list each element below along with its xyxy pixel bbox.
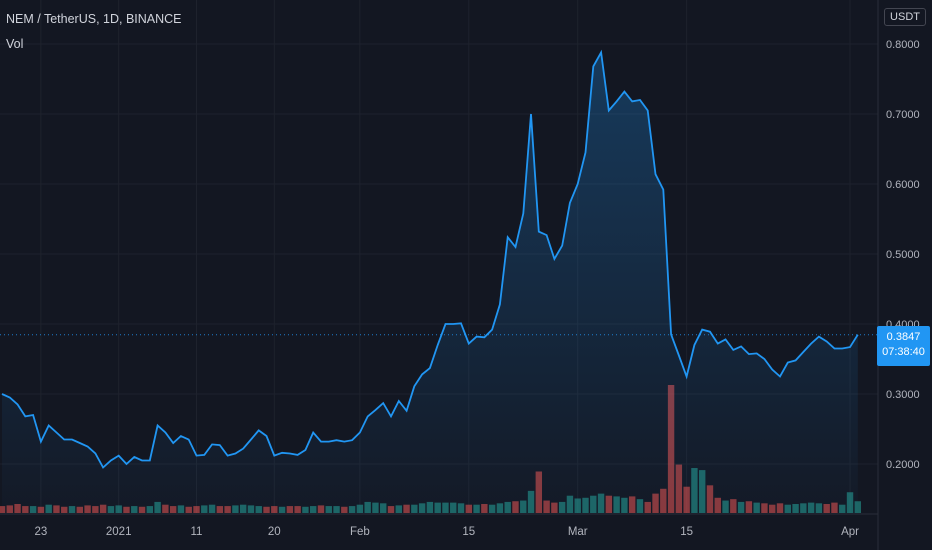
bar-countdown: 07:38:40	[882, 346, 925, 358]
symbol-title[interactable]: NEM / TetherUS, 1D, BINANCE	[6, 12, 182, 26]
price-area-fill	[2, 52, 858, 514]
price-tick-label: 0.2000	[886, 459, 920, 471]
price-tick-label: 0.8000	[886, 39, 920, 51]
currency-button[interactable]: USDT	[884, 8, 926, 26]
time-tick-label: Apr	[841, 526, 859, 538]
time-tick-label: 15	[680, 526, 693, 538]
price-tick-label: 0.6000	[886, 179, 920, 191]
price-tick-label: 0.3000	[886, 389, 920, 401]
time-tick-label: 11	[191, 526, 203, 538]
time-axis[interactable]: 23 2021 11 20 Feb 15 Mar 15 Apr	[0, 513, 878, 538]
time-tick-label: Feb	[350, 526, 370, 538]
price-axis[interactable]: 0.80000.70000.60000.50000.40000.30000.20…	[877, 0, 920, 550]
grid-lines	[0, 0, 878, 513]
time-tick-label: 15	[462, 526, 475, 538]
last-price-tag: 0.3847 07:38:40	[877, 326, 930, 366]
price-tick-label: 0.5000	[886, 249, 920, 261]
price-line	[1, 49, 859, 469]
last-price-value: 0.3847	[886, 331, 921, 343]
time-tick-label: Mar	[568, 526, 588, 538]
time-tick-label: 20	[268, 526, 281, 538]
time-tick-label: 23	[35, 526, 48, 538]
price-tick-label: 0.7000	[886, 109, 920, 121]
volume-indicator-label[interactable]: Vol	[6, 37, 24, 51]
time-tick-label: 2021	[106, 526, 132, 538]
